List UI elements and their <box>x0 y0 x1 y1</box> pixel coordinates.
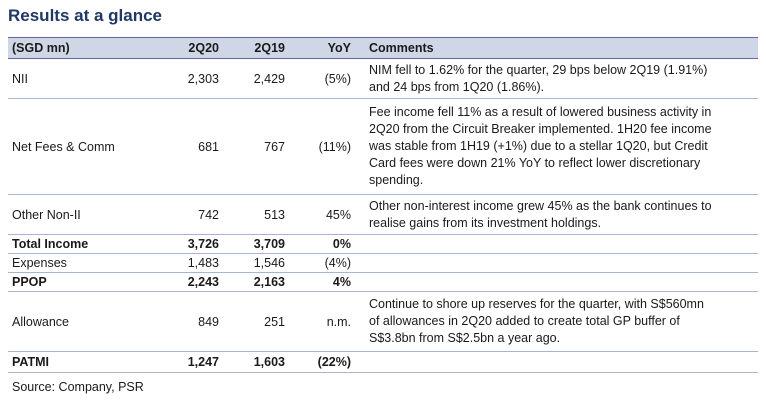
value-yoy: n.m. <box>285 291 355 352</box>
table-row: Net Fees & Comm 681 767 (11%) Fee income… <box>8 98 758 195</box>
comment-cell: Continue to shore up reserves for the qu… <box>355 291 758 352</box>
value-yoy: (5%) <box>285 58 355 99</box>
value-2q19: 2,429 <box>219 58 285 99</box>
comment-cell: Other non-interest income grew 45% as th… <box>355 194 758 235</box>
table-row: NII 2,303 2,429 (5%) NIM fell to 1.62% f… <box>8 58 758 99</box>
row-label: PPOP <box>8 272 157 292</box>
value-yoy: 45% <box>285 194 355 235</box>
comment-cell <box>355 351 758 373</box>
value-2q20: 742 <box>157 194 219 235</box>
value-2q20: 1,483 <box>157 253 219 273</box>
row-label: Net Fees & Comm <box>8 98 157 195</box>
row-label: Allowance <box>8 291 157 352</box>
value-2q20: 1,247 <box>157 351 219 373</box>
table-row: PPOP 2,243 2,163 4% <box>8 272 758 292</box>
value-2q19: 1,546 <box>219 253 285 273</box>
page-title: Results at a glance <box>8 6 163 25</box>
value-yoy: 0% <box>285 234 355 254</box>
comment-cell <box>355 234 758 254</box>
source-note: Source: Company, PSR <box>12 380 144 394</box>
comment-cell: NIM fell to 1.62% for the quarter, 29 bp… <box>355 58 758 99</box>
header-comments: Comments <box>355 37 758 59</box>
table-row: Expenses 1,483 1,546 (4%) <box>8 253 758 273</box>
results-table: (SGD mn) 2Q20 2Q19 YoY Comments NII 2,30… <box>8 37 758 373</box>
table-header-row: (SGD mn) 2Q20 2Q19 YoY Comments <box>8 37 758 59</box>
value-2q20: 2,243 <box>157 272 219 292</box>
header-yoy: YoY <box>285 37 355 59</box>
table-row: Total Income 3,726 3,709 0% <box>8 234 758 254</box>
table-row: PATMI 1,247 1,603 (22%) <box>8 351 758 373</box>
header-sgd-mn: (SGD mn) <box>8 37 157 59</box>
value-2q19: 2,163 <box>219 272 285 292</box>
row-label: Other Non-II <box>8 194 157 235</box>
row-label: NII <box>8 58 157 99</box>
comment-cell <box>355 272 758 292</box>
table-row: Other Non-II 742 513 45% Other non-inter… <box>8 194 758 235</box>
table-row: Allowance 849 251 n.m. Continue to shore… <box>8 291 758 352</box>
value-yoy: (4%) <box>285 253 355 273</box>
value-2q20: 681 <box>157 98 219 195</box>
value-2q19: 251 <box>219 291 285 352</box>
value-2q19: 1,603 <box>219 351 285 373</box>
value-2q19: 3,709 <box>219 234 285 254</box>
row-label: Expenses <box>8 253 157 273</box>
comment-cell: Fee income fell 11% as a result of lower… <box>355 98 758 195</box>
value-2q19: 513 <box>219 194 285 235</box>
row-label: Total Income <box>8 234 157 254</box>
value-yoy: (11%) <box>285 98 355 195</box>
comment-cell <box>355 253 758 273</box>
value-2q20: 2,303 <box>157 58 219 99</box>
value-yoy: 4% <box>285 272 355 292</box>
value-2q19: 767 <box>219 98 285 195</box>
header-2q20: 2Q20 <box>157 37 219 59</box>
value-2q20: 849 <box>157 291 219 352</box>
value-2q20: 3,726 <box>157 234 219 254</box>
row-label: PATMI <box>8 351 157 373</box>
value-yoy: (22%) <box>285 351 355 373</box>
header-2q19: 2Q19 <box>219 37 285 59</box>
